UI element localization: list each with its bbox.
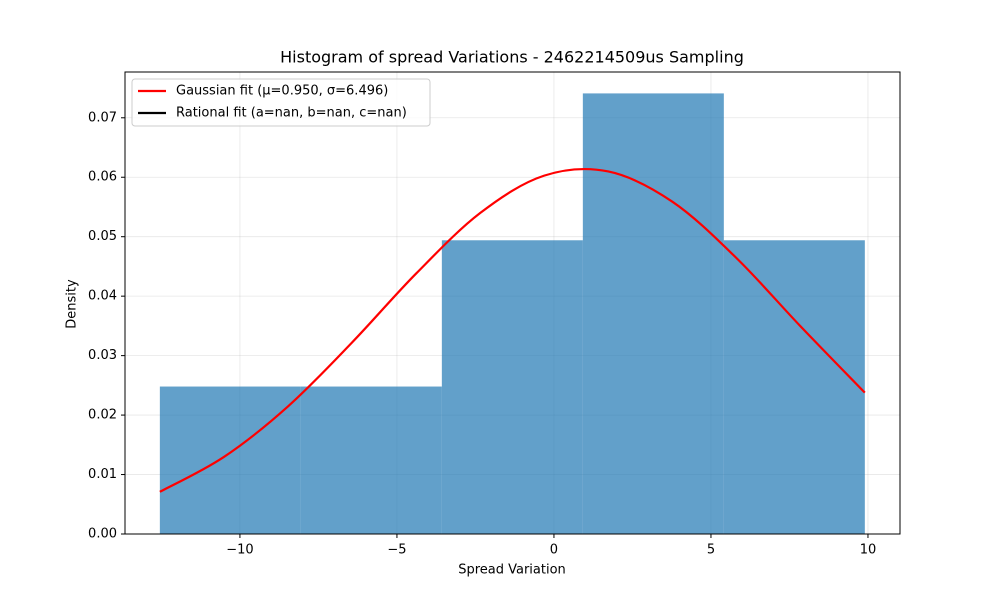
axes-frame [124, 71, 901, 535]
chart-title: Histogram of spread Variations - 2462214… [280, 48, 744, 67]
histogram-bar [159, 386, 301, 534]
y-tick-label: 0.05 [88, 229, 117, 244]
fit-curve [159, 167, 866, 493]
x-tick-label: 10 [860, 543, 877, 558]
histogram-bar [441, 240, 583, 534]
y-tick-label: 0.07 [88, 110, 117, 125]
x-tick-label: −10 [226, 543, 253, 558]
x-axis-label: Spread Variation [458, 563, 566, 578]
x-tick-label: 0 [550, 543, 558, 558]
y-axis-label: Density [65, 279, 80, 329]
legend-label: Rational fit (a=nan, b=nan, c=nan) [176, 106, 407, 121]
legend-label: Gaussian fit (μ=0.950, σ=6.496) [176, 84, 388, 99]
y-tick-label: 0.04 [88, 289, 117, 304]
y-tick-label: 0.06 [88, 170, 117, 185]
y-tick-label: 0.00 [88, 527, 117, 542]
y-tick-label: 0.02 [88, 408, 117, 423]
x-tick-label: −5 [387, 543, 406, 558]
histogram-bar [300, 386, 442, 534]
legend-box [131, 78, 431, 127]
x-tick-label: 5 [707, 543, 715, 558]
y-tick-label: 0.03 [88, 348, 117, 363]
y-tick-label: 0.01 [88, 467, 117, 482]
histogram-bar [582, 93, 724, 535]
histogram-bar [723, 240, 865, 534]
